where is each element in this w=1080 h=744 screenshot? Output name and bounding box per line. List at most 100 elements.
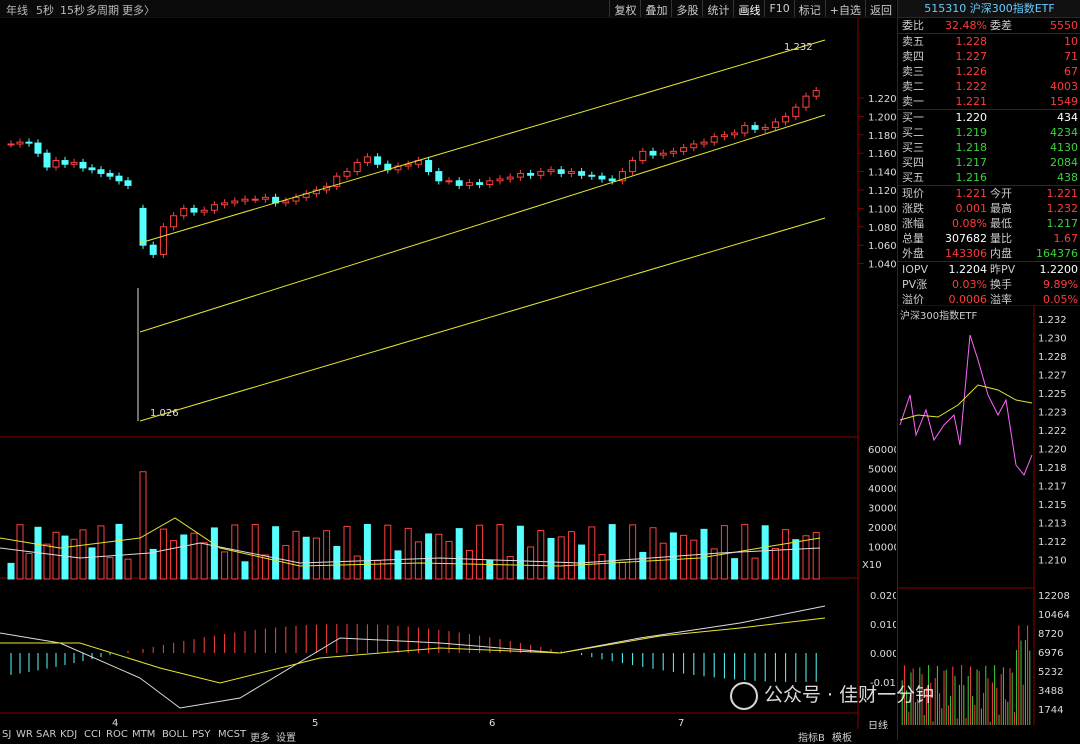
quote-row: 涨幅 0.08% 最低 1.217: [898, 216, 1080, 231]
period-more[interactable]: 更多〉: [122, 4, 155, 17]
mini-price-tick: 1.227: [1038, 371, 1067, 382]
candle: [124, 180, 132, 186]
mini-price-tick: 1.220: [1038, 445, 1067, 456]
tab-cci[interactable]: CCI: [84, 729, 101, 740]
tab-settings[interactable]: 设置: [276, 733, 296, 744]
quote-value: 4003: [1050, 80, 1078, 93]
candle: [465, 182, 473, 186]
volume-bar: [70, 538, 78, 580]
period-15s[interactable]: 15秒: [60, 4, 85, 17]
tab-mcst[interactable]: MCST: [218, 729, 247, 740]
candle: [547, 169, 555, 173]
low-annotation: 1.026: [150, 408, 179, 419]
weibi-row: 委比 32.48% 委差 5550: [902, 19, 1078, 32]
quote-value: 9.89%: [1043, 278, 1078, 291]
price-tick: 1.160: [868, 149, 896, 160]
tab-indicator-b[interactable]: 指标B: [798, 733, 825, 744]
candle: [97, 169, 105, 174]
volume-bars: [0, 471, 821, 580]
quote-value: 10: [1064, 35, 1078, 48]
volume-bar: [272, 526, 280, 580]
candle: [731, 132, 739, 136]
tool-huaxian[interactable]: 画线: [733, 0, 764, 17]
candle: [537, 171, 545, 176]
tool-duogu[interactable]: 多股: [671, 0, 702, 17]
quote-label: 卖一: [902, 95, 924, 108]
iopv-stats: IOPV 1.2204 昨PV 1.2200 PV涨 0.03% 换手 9.89% 溢价 0.00…: [898, 261, 1080, 307]
volume-bar: [343, 525, 351, 580]
volume-bar: [323, 530, 331, 580]
tab-kdj[interactable]: KDJ: [60, 729, 78, 740]
mini-volume-tick: 8720: [1038, 629, 1063, 640]
mini-volume-tick: 6976: [1038, 648, 1063, 659]
volume-bar: [261, 554, 269, 580]
quote-value: 1.226: [955, 65, 988, 78]
candle: [588, 174, 596, 177]
volume-bar: [221, 551, 229, 580]
candle: [282, 200, 290, 204]
tab-boll[interactable]: BOLL: [162, 729, 188, 740]
volume-bar: [731, 558, 739, 580]
mini-price-tick: 1.225: [1038, 389, 1067, 400]
period-year[interactable]: 年线: [6, 4, 28, 17]
quote-label: 今开: [990, 187, 1012, 200]
volume-bar: [210, 527, 218, 580]
quote-value: 307682: [945, 232, 987, 245]
tab-template[interactable]: 模板: [832, 733, 852, 744]
tab-sar[interactable]: SAR: [36, 729, 57, 740]
volume-bar: [149, 548, 157, 580]
volume-bar: [435, 533, 443, 580]
quote-label: 最高: [990, 202, 1012, 215]
quote-value: 1.227: [955, 50, 988, 63]
quote-label: 卖三: [902, 65, 924, 78]
candle: [180, 207, 188, 217]
tool-fuquan[interactable]: 复权: [609, 0, 640, 17]
tab-mtm[interactable]: MTM: [132, 729, 156, 740]
mini-price-tick: 1.210: [1038, 556, 1067, 567]
volume-bar: [292, 530, 300, 580]
quote-label: 卖二: [902, 80, 924, 93]
candle: [404, 163, 412, 167]
quote-row: 卖五 1.228 10: [898, 34, 1080, 49]
tool-tongji[interactable]: 统计: [702, 0, 733, 17]
quote-row: IOPV 1.2204 昨PV 1.2200: [898, 262, 1080, 277]
candle: [343, 171, 351, 177]
quote-value: 1.228: [955, 35, 988, 48]
candle: [741, 125, 749, 134]
mini-price-tick: 1.223: [1038, 408, 1067, 419]
quote-label: 买五: [902, 171, 924, 184]
volume-bar: [241, 561, 249, 580]
quote-label: 涨幅: [902, 217, 924, 230]
volume-bar: [374, 560, 382, 580]
quote-label: 买一: [902, 111, 924, 124]
tab-wr[interactable]: WR: [16, 729, 33, 740]
tab-roc[interactable]: ROC: [106, 729, 128, 740]
quote-value: 4130: [1050, 141, 1078, 154]
price-tick: 1.220: [868, 94, 896, 105]
candle: [70, 161, 78, 165]
tool-fanhui[interactable]: 返回: [865, 0, 896, 17]
volume-bar: [425, 533, 433, 580]
volume-bar: [465, 549, 473, 580]
tool-f10[interactable]: F10: [764, 0, 793, 17]
quote-value: 1.222: [955, 80, 988, 93]
period-multi[interactable]: 多周期: [86, 4, 119, 17]
candle: [115, 175, 123, 182]
mini-price-tick: 1.217: [1038, 482, 1067, 493]
tool-zixuan[interactable]: +自选: [824, 0, 865, 17]
volume-bar: [302, 536, 310, 580]
mini-price-tick: 1.228: [1038, 352, 1067, 363]
candle: [16, 141, 24, 145]
tab-sj[interactable]: SJ: [2, 729, 12, 740]
macd-tick: 0.010: [870, 620, 896, 631]
quote-row: 外盘 143306 内盘 164376: [898, 246, 1080, 261]
macd-tick: 0.000: [870, 649, 896, 660]
tool-biaoji[interactable]: 标记: [793, 0, 825, 17]
tool-diejia[interactable]: 叠加: [640, 0, 671, 17]
period-5s[interactable]: 5秒: [36, 4, 54, 17]
tab-psy[interactable]: PSY: [192, 729, 211, 740]
tool-buttons: 复权 叠加 多股 统计 画线 F10 标记 +自选 返回: [609, 0, 896, 17]
kline-chart[interactable]: 1.220 1.200 1.180 1.160 1.140 1.120 1.100 1.080…: [0, 18, 896, 729]
tab-more[interactable]: 更多: [250, 733, 270, 744]
volume-tick: 30000: [868, 504, 896, 515]
